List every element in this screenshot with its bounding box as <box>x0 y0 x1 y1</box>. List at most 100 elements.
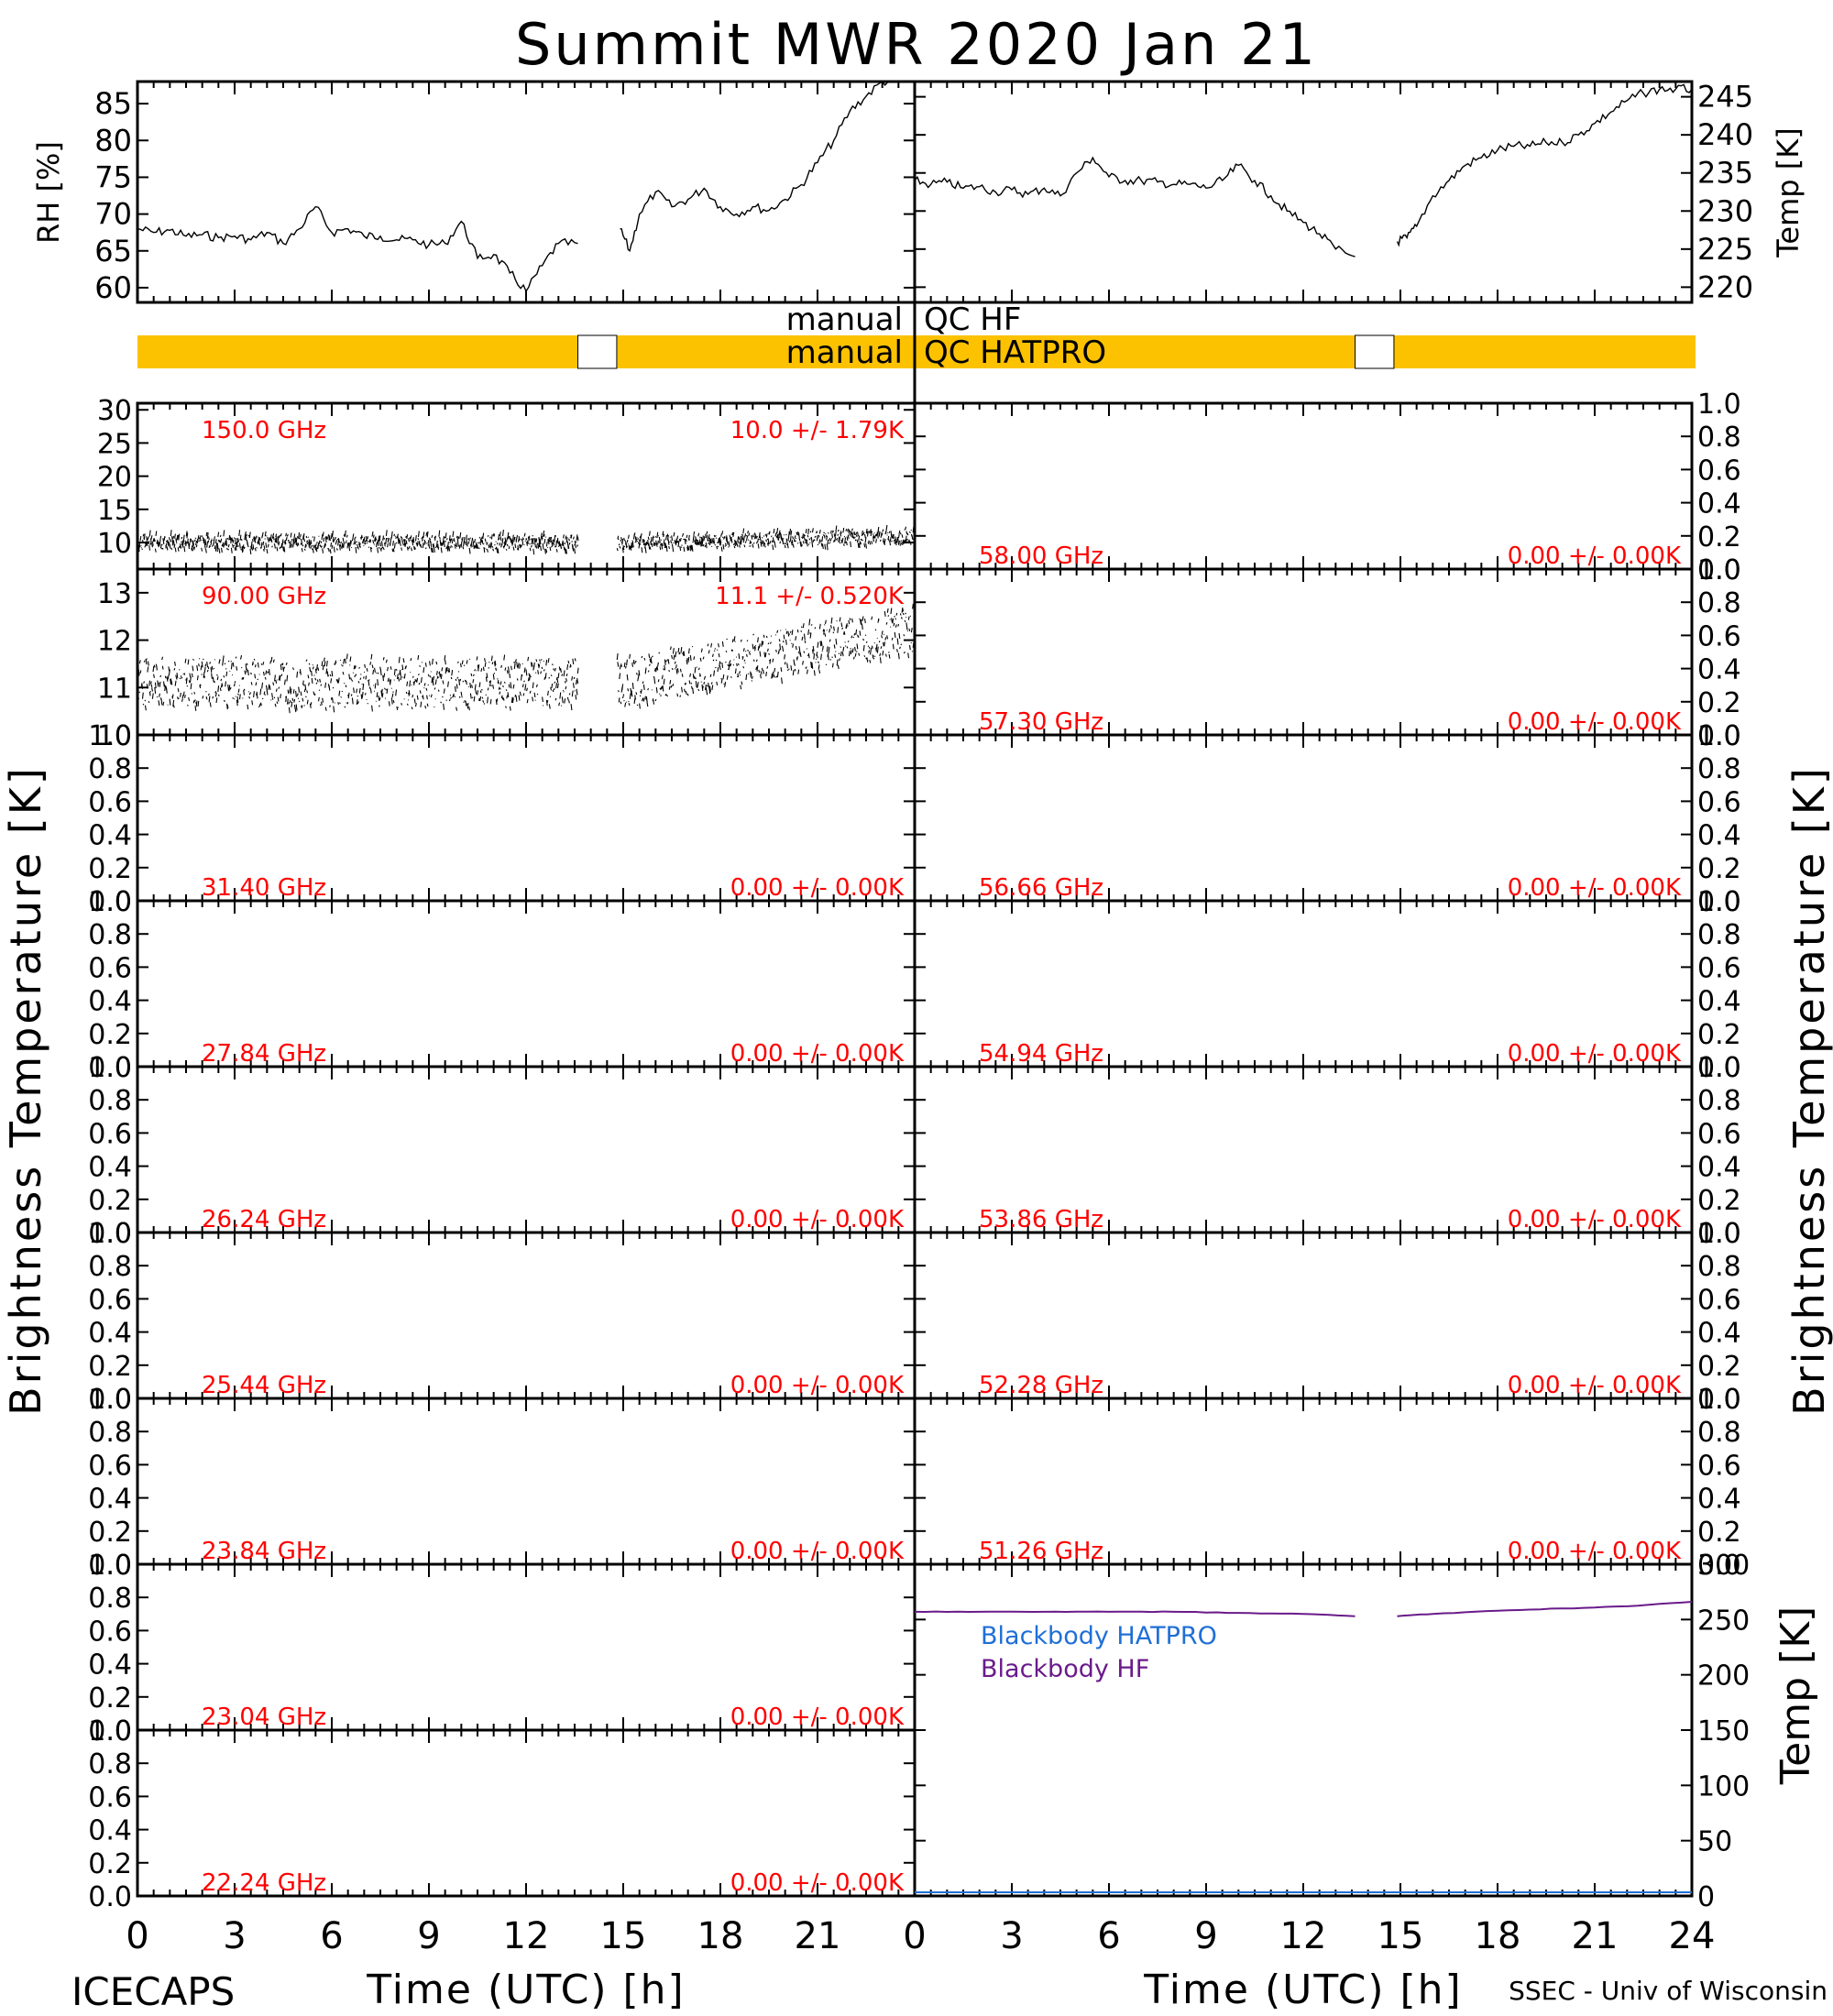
tb-left-5-axis-ytick-label: 0.2 <box>88 1351 132 1383</box>
rh-axis-ytick-label: 65 <box>94 234 132 268</box>
tb-right-3-stat-label: 0.00 +/- 0.00K <box>1508 1040 1682 1068</box>
tb-left-6-stat-label: 0.00 +/- 0.00K <box>730 1538 905 1565</box>
time-tick-label-left: 6 <box>320 1915 343 1957</box>
time-tick-label-left: 15 <box>600 1915 647 1957</box>
tb-right-0-axis-ytick-label: 0.2 <box>1697 521 1741 553</box>
blackbody-axis-label: Temp [K] <box>1773 1606 1819 1785</box>
tb-left-0-trace <box>137 524 916 555</box>
tb-left-5-axis-ytick-label: 0.4 <box>88 1318 132 1350</box>
rh-axis-ytick-label: 60 <box>94 270 132 305</box>
tb-right-5-stat-label: 0.00 +/- 0.00K <box>1508 1372 1682 1399</box>
tb-right-2-axis-ytick-label: 0.6 <box>1697 786 1741 818</box>
rh-axis-ytick-label: 80 <box>94 123 132 158</box>
tb-right-1-axis-ytick-label: 0.0 <box>1697 720 1741 752</box>
blackbody-axis-ytick-label: 150 <box>1697 1715 1750 1748</box>
tb-left-6-freq-label: 23.84 GHz <box>202 1538 326 1565</box>
tb-left-1-freq-label: 90.00 GHz <box>202 583 326 610</box>
qc-gap-left <box>577 334 618 369</box>
tb-left-5-axis-ytick-label: 0.6 <box>88 1284 132 1316</box>
tb-right-3-freq-label: 54.94 GHz <box>979 1040 1103 1068</box>
tb-right-5-axis-ytick-label: 0.2 <box>1697 1351 1741 1383</box>
tb-left-2-axis-ytick-label: 1.0 <box>88 720 132 752</box>
tb-right-2-axis-ytick-label: 0.2 <box>1697 853 1741 885</box>
legend-blackbody-hf: Blackbody HF <box>981 1655 1149 1683</box>
tb-right-1-axis-ytick-label: 0.8 <box>1697 587 1741 619</box>
tb-right-1-axis-ytick-label: 0.4 <box>1697 654 1741 686</box>
right-tb-axis-label: Brightness Temperature [K] <box>1784 765 1833 1416</box>
blackbody-axis-ytick-label: 300 <box>1697 1550 1750 1582</box>
time-tick-label-left: 9 <box>417 1915 440 1957</box>
footer-ssec: SSEC - Univ of Wisconsin <box>1509 1976 1828 2006</box>
chart-title: Summit MWR 2020 Jan 21 <box>515 11 1318 78</box>
tb-right-2-stat-label: 0.00 +/- 0.00K <box>1508 874 1682 902</box>
tb-right-3-axis-ytick-label: 1.0 <box>1697 886 1741 918</box>
tb-left-1-trace <box>137 603 916 714</box>
rh-panel-frame <box>136 80 916 304</box>
tb-left-1-axis-ytick-label: 13 <box>97 578 132 610</box>
tb-left-4-stat-label: 0.00 +/- 0.00K <box>730 1206 905 1233</box>
time-tick-label-left: 21 <box>795 1915 841 1957</box>
tb-right-0-freq-label: 58.00 GHz <box>979 542 1103 570</box>
blackbody-axis-ytick-label: 200 <box>1697 1660 1750 1693</box>
tb-left-4-axis-ytick-label: 0.8 <box>88 1085 132 1117</box>
tb-left-8-axis-ytick-label: 0.6 <box>88 1781 132 1813</box>
tb-right-1-axis-ytick-label: 1.0 <box>1697 554 1741 586</box>
tb-left-4-axis-ytick-label: 0.0 <box>88 1218 132 1250</box>
tb-left-2-axis-ytick-label: 0.4 <box>88 820 132 852</box>
tb-right-4-axis-ytick-label: 0.4 <box>1697 1152 1741 1184</box>
tb-right-0-axis-ytick-label: 1.0 <box>1697 389 1741 421</box>
tb-right-1-freq-label: 57.30 GHz <box>979 708 1103 736</box>
tb-right-4-freq-label: 53.86 GHz <box>979 1206 1103 1233</box>
tb-left-7-stat-label: 0.00 +/- 0.00K <box>730 1704 905 1731</box>
tb-right-4-axis-ytick-label: 0.2 <box>1697 1185 1741 1217</box>
tb-left-6-axis-ytick-label: 0.0 <box>88 1550 132 1582</box>
tb-left-2-stat-label: 0.00 +/- 0.00K <box>730 874 905 902</box>
tb-left-3-axis-ytick-label: 0.4 <box>88 986 132 1018</box>
tb-right-2-axis-ytick-label: 0.4 <box>1697 820 1741 852</box>
tb-left-8-freq-label: 22.24 GHz <box>202 1869 326 1897</box>
tb-left-0-axis-ytick-label: 30 <box>97 395 132 427</box>
tb-left-7-freq-label: 23.04 GHz <box>202 1704 326 1731</box>
tb-right-1-stat-label: 0.00 +/- 0.00K <box>1508 708 1682 736</box>
tb-right-5-axis-ytick-label: 0.6 <box>1697 1284 1741 1316</box>
qc-hatpro-label-left: manual <box>786 334 903 371</box>
tb-right-0-axis-ytick-label: 0.0 <box>1697 554 1741 586</box>
tb-left-2-axis-ytick-label: 0.0 <box>88 886 132 918</box>
tb-left-4-axis-ytick-label: 0.2 <box>88 1185 132 1217</box>
time-tick-label-right: 3 <box>1000 1915 1023 1957</box>
tb-right-0-stat-label: 0.00 +/- 0.00K <box>1508 542 1682 570</box>
tb-right-5-axis-ytick-label: 0.0 <box>1697 1384 1741 1416</box>
temp-line <box>914 83 1693 257</box>
tb-left-0-axis-ytick-label: 20 <box>97 462 132 494</box>
tb-right-5-freq-label: 52.28 GHz <box>979 1372 1103 1399</box>
rh-axis-ytick-label: 75 <box>94 159 132 194</box>
tb-left-0-axis-ytick-label: 10 <box>97 528 132 560</box>
tb-right-6-freq-label: 51.26 GHz <box>979 1538 1103 1565</box>
tb-right-2-axis-ytick-label: 0.0 <box>1697 886 1741 918</box>
tb-right-2-axis-ytick-label: 0.8 <box>1697 753 1741 785</box>
tb-right-3-axis-ytick-label: 0.4 <box>1697 986 1741 1018</box>
tb-right-4-axis-ytick-label: 0.8 <box>1697 1085 1741 1117</box>
time-tick-label-right: 21 <box>1572 1915 1619 1957</box>
tb-left-4-axis-ytick-label: 0.6 <box>88 1118 132 1150</box>
tb-left-4-axis-ytick-label: 1.0 <box>88 1052 132 1084</box>
tb-right-5-axis-ytick-label: 0.4 <box>1697 1318 1741 1350</box>
tb-left-6-axis-ytick-label: 1.0 <box>88 1384 132 1416</box>
tb-left-5-axis-ytick-label: 1.0 <box>88 1218 132 1250</box>
tb-left-7-axis-ytick-label: 1.0 <box>88 1550 132 1582</box>
tb-right-0-axis-ytick-label: 0.8 <box>1697 422 1741 454</box>
tb-left-1-axis-ytick-label: 10 <box>97 720 132 752</box>
legend-blackbody-hatpro: Blackbody HATPRO <box>981 1622 1217 1650</box>
tb-left-6-axis-ytick-label: 0.8 <box>88 1417 132 1449</box>
tb-right-6-stat-label: 0.00 +/- 0.00K <box>1508 1538 1682 1565</box>
time-tick-label-right: 0 <box>903 1915 926 1957</box>
blackbody-axis-ytick-label: 250 <box>1697 1605 1750 1637</box>
tb-left-2-axis-ytick-label: 0.6 <box>88 786 132 818</box>
qc-gap-right <box>1355 334 1395 369</box>
tb-left-3-axis-ytick-label: 1.0 <box>88 886 132 918</box>
time-tick-label-left: 12 <box>503 1915 550 1957</box>
tb-right-3-axis-ytick-label: 0.0 <box>1697 1052 1741 1084</box>
tb-left-6-axis-ytick-label: 0.4 <box>88 1484 132 1516</box>
time-tick-label-left: 0 <box>126 1915 148 1957</box>
